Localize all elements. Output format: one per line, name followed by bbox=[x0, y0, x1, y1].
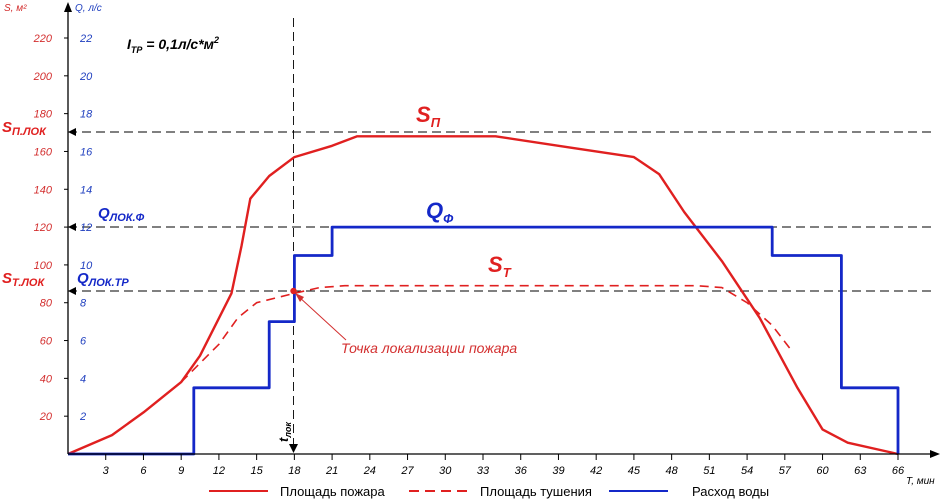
callout-line bbox=[297, 295, 347, 341]
x-tick-label: 51 bbox=[703, 465, 715, 477]
t-lok-arrow bbox=[289, 444, 298, 453]
x-tick-label: 6 bbox=[140, 465, 147, 477]
s-tick-label: 60 bbox=[40, 336, 53, 348]
q-lok-f-arrow bbox=[68, 223, 76, 231]
localization-point bbox=[290, 287, 297, 295]
q-tick-label: 10 bbox=[80, 260, 93, 272]
fire-area-line bbox=[67, 135, 899, 456]
extinguish-area-line bbox=[180, 284, 792, 383]
x-axis-arrow bbox=[930, 450, 940, 458]
x-tick-label: 30 bbox=[439, 465, 452, 477]
x-tick-label: 54 bbox=[741, 465, 753, 477]
s-t-label: SТ bbox=[488, 252, 512, 280]
q-tick-label: 20 bbox=[79, 71, 93, 83]
q-lok-f-label: QЛОК.Ф bbox=[98, 205, 145, 224]
x-tick-label: 3 bbox=[103, 465, 110, 477]
s-t-lok-arrow bbox=[68, 287, 76, 295]
s-tick-label: 180 bbox=[34, 109, 53, 121]
y-axis-arrow bbox=[64, 2, 72, 12]
formula: IТР = 0,1л/с*м2 bbox=[127, 35, 219, 55]
q-lok-tr-label: QЛОК.ТР bbox=[77, 270, 129, 289]
s-p-label: SП bbox=[416, 102, 441, 130]
s-t-lok-label: SТ.ЛОК bbox=[2, 270, 45, 289]
water-flow-line bbox=[68, 225, 900, 456]
y-axis-label-s: S, м² bbox=[4, 3, 27, 14]
legend: Площадь пожара Площадь тушения Расход во… bbox=[209, 484, 769, 499]
x-tick-label: 33 bbox=[477, 465, 490, 477]
q-f-label: QФ bbox=[426, 198, 454, 226]
s-p-lok-label: SП.ЛОК bbox=[2, 119, 47, 138]
q-tick-label: 6 bbox=[80, 336, 87, 348]
q-tick-label: 16 bbox=[80, 146, 93, 158]
x-tick-label: 39 bbox=[552, 465, 564, 477]
s-tick-label: 160 bbox=[34, 146, 53, 158]
x-tick-label: 60 bbox=[816, 465, 829, 477]
legend-label-extinguish-area: Площадь тушения bbox=[480, 484, 592, 499]
legend-label-fire-area: Площадь пожара bbox=[280, 484, 385, 499]
x-tick-label: 27 bbox=[400, 465, 414, 477]
reference-lines bbox=[68, 18, 935, 453]
localization-point-callout: Точка локализации пожара bbox=[290, 287, 517, 356]
x-tick-label: 42 bbox=[590, 465, 602, 477]
x-tick-label: 9 bbox=[178, 465, 184, 477]
y-axis-label-q: Q, л/с bbox=[75, 3, 102, 14]
legend-label-water-flow: Расход воды bbox=[692, 484, 769, 499]
series-layer bbox=[67, 135, 900, 456]
ticks-layer: 3 6 9 12 15 18 21 24 27 30 33 36 39 42 45 48 51 54 57 60 63 6… bbox=[33, 33, 905, 477]
s-tick-label: 40 bbox=[40, 373, 53, 385]
q-tick-label: 14 bbox=[80, 184, 92, 196]
q-tick-label: 12 bbox=[80, 222, 92, 234]
axes bbox=[64, 2, 940, 458]
x-tick-label: 57 bbox=[779, 465, 792, 477]
s-tick-label: 20 bbox=[39, 411, 53, 423]
x-tick-label: 66 bbox=[892, 465, 905, 477]
q-tick-label: 18 bbox=[80, 109, 93, 121]
localization-point-label: Точка локализации пожара bbox=[341, 340, 517, 356]
x-tick-label: 63 bbox=[854, 465, 867, 477]
callout-arrowhead bbox=[295, 293, 304, 302]
x-tick-label: 18 bbox=[288, 465, 301, 477]
x-tick-label: 48 bbox=[666, 465, 679, 477]
s-p-lok-arrow bbox=[68, 128, 76, 136]
s-tick-label: 140 bbox=[34, 184, 53, 196]
x-tick-label: 45 bbox=[628, 465, 641, 477]
x-tick-label: 21 bbox=[325, 465, 338, 477]
t-lok-label: tлок bbox=[276, 422, 293, 442]
q-tick-label: 2 bbox=[79, 411, 86, 423]
q-tick-label: 8 bbox=[80, 298, 87, 310]
x-axis-label: T, мин bbox=[906, 476, 935, 487]
x-tick-label: 36 bbox=[515, 465, 528, 477]
x-tick-label: 15 bbox=[251, 465, 264, 477]
s-tick-label: 120 bbox=[34, 222, 53, 234]
q-tick-label: 4 bbox=[80, 373, 86, 385]
q-tick-label: 22 bbox=[79, 33, 92, 45]
s-tick-label: 220 bbox=[33, 33, 53, 45]
s-tick-label: 200 bbox=[33, 71, 53, 83]
x-tick-label: 12 bbox=[213, 465, 225, 477]
s-tick-label: 100 bbox=[34, 260, 53, 272]
x-tick-label: 24 bbox=[363, 465, 376, 477]
s-tick-label: 80 bbox=[40, 298, 53, 310]
